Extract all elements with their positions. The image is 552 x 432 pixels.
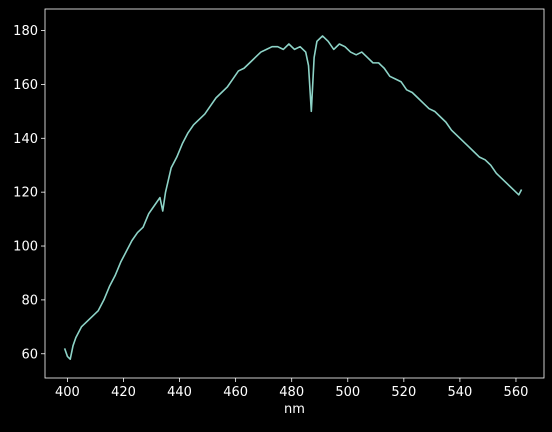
- x-axis-label: nm: [284, 402, 305, 417]
- y-tick-label: 140: [13, 132, 38, 147]
- y-tick-label: 120: [13, 186, 38, 201]
- x-tick-label: 440: [167, 385, 192, 400]
- axes-frame: [44, 8, 545, 379]
- y-tick-label: 60: [21, 347, 38, 362]
- series-line-0: [63, 35, 523, 360]
- y-tick-label: 100: [13, 240, 38, 255]
- x-tick-label: 480: [279, 385, 304, 400]
- y-tick-label: 160: [13, 78, 38, 93]
- plot-area: [63, 35, 523, 360]
- x-tick-label: 500: [335, 385, 360, 400]
- x-tick-label: 560: [504, 385, 529, 400]
- x-tick-label: 460: [223, 385, 248, 400]
- y-axis-ticks: 60 80 100 120 140 160 180: [13, 24, 45, 362]
- y-tick-label: 80: [21, 293, 38, 308]
- x-tick-label: 520: [391, 385, 416, 400]
- x-tick-label: 540: [447, 385, 472, 400]
- x-axis-ticks: 400 420 440 460 480 500 520 540 560: [55, 378, 528, 400]
- y-tick-label: 180: [13, 24, 38, 39]
- x-tick-label: 420: [111, 385, 136, 400]
- x-tick-label: 400: [55, 385, 80, 400]
